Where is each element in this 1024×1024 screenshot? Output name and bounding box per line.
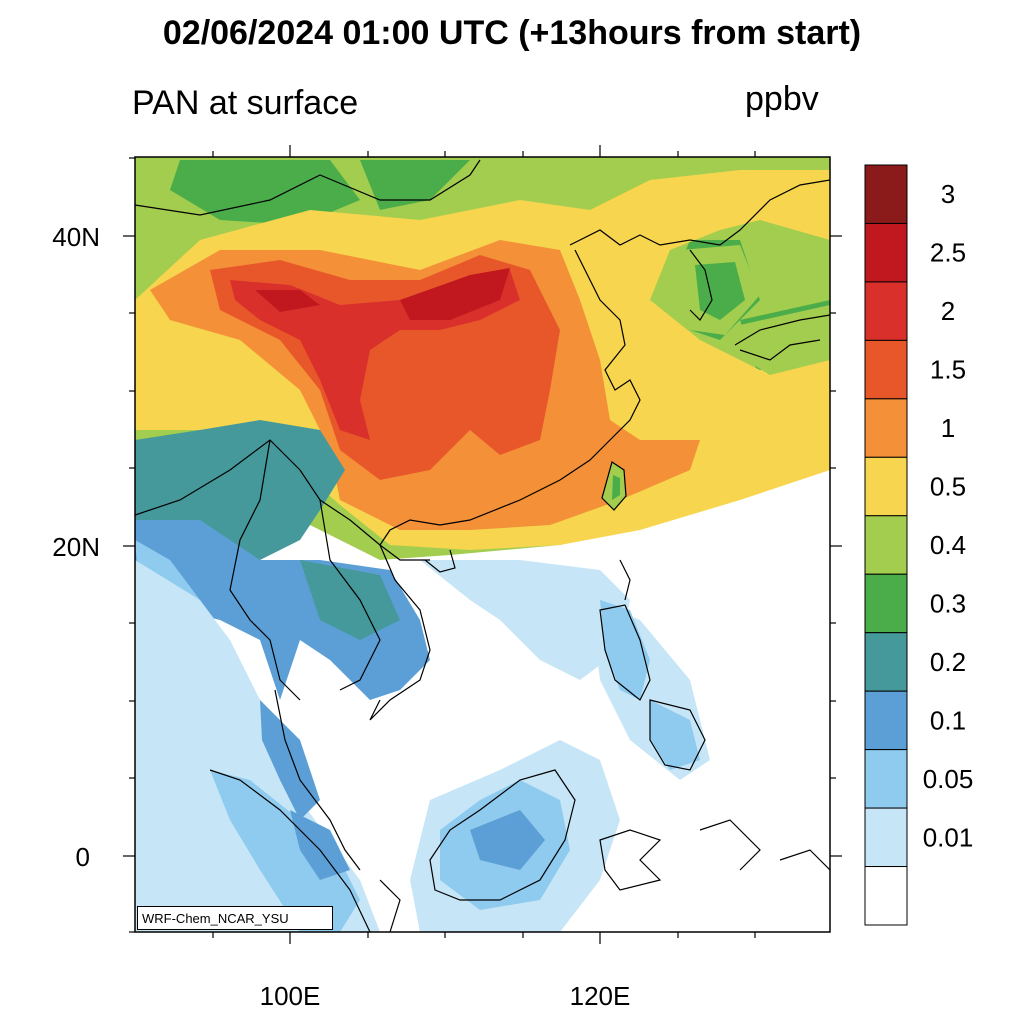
colorbar-label: 3 xyxy=(941,179,955,209)
colorbar-label: 2.5 xyxy=(930,238,966,268)
colorbar-swatch xyxy=(864,398,908,458)
x-tick-label: 120E xyxy=(570,981,631,1011)
colorbar-label: 0.1 xyxy=(930,705,966,735)
axis-ticks xyxy=(123,145,842,944)
y-tick-label: 20N xyxy=(52,532,100,562)
colorbar-swatch xyxy=(864,281,908,341)
colorbar-swatch xyxy=(864,164,908,224)
colorbar-label: 0.2 xyxy=(930,647,966,677)
colorbar-label: 0.01 xyxy=(923,822,974,852)
colorbar-swatch xyxy=(864,807,908,868)
colorbar-label: 0.4 xyxy=(930,530,966,560)
concentration-field xyxy=(135,157,830,932)
model-credit: WRF-Chem_NCAR_YSU xyxy=(137,906,333,930)
map-title: 02/06/2024 01:00 UTC (+13hours from star… xyxy=(162,14,862,52)
variable-label: PAN at surface xyxy=(132,84,359,122)
map-frame xyxy=(134,156,831,933)
colorbar: 3 2.5 2 1.5 1 0.5 0.4 0.3 0.2 0.1 0.05 0.01 xyxy=(864,164,974,926)
colorbar-label: 1.5 xyxy=(930,355,966,385)
colorbar-swatch xyxy=(864,573,908,634)
units-label: ppbv xyxy=(745,80,819,118)
colorbar-swatch xyxy=(864,222,908,283)
colorbar-swatch xyxy=(864,515,908,575)
y-tick-label: 0 xyxy=(76,842,90,872)
colorbar-swatch xyxy=(864,456,908,517)
colorbar-label: 1 xyxy=(941,413,955,443)
colorbar-swatch xyxy=(864,339,908,400)
colorbar-swatch xyxy=(864,632,908,692)
colorbar-label: 0.05 xyxy=(923,764,974,794)
coastlines xyxy=(135,159,830,932)
colorbar-label: 2 xyxy=(941,296,955,326)
colorbar-label: 0.5 xyxy=(930,472,966,502)
colorbar-swatch xyxy=(864,690,908,751)
colorbar-label: 0.3 xyxy=(930,588,966,618)
colorbar-swatch xyxy=(864,749,908,809)
x-tick-label: 100E xyxy=(260,981,321,1011)
colorbar-swatch xyxy=(864,866,908,926)
y-tick-label: 40N xyxy=(52,222,100,252)
